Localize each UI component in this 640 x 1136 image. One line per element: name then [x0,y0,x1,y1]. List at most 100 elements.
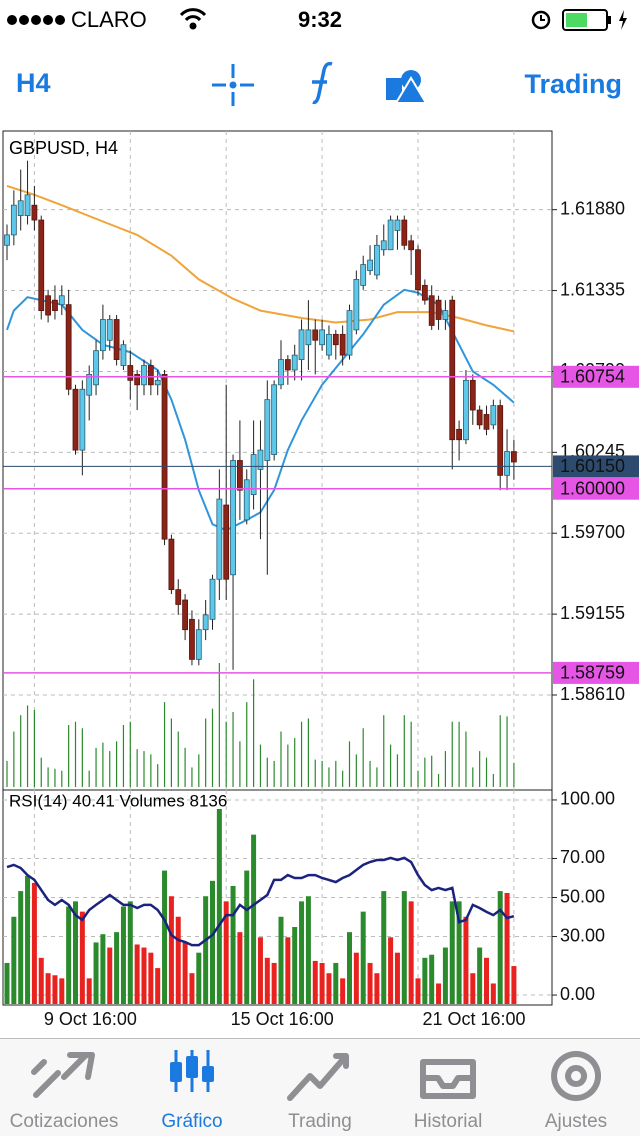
indicator-volume-bar [244,870,250,1004]
candle-body [147,365,154,386]
indicator-volume-bar [73,901,78,1004]
y-tick-label: 1.59700 [560,522,625,542]
candle-body [442,310,449,320]
indicator-volume-bar [340,978,346,1004]
indicator-volume-bar [264,957,270,1004]
battery-icon [562,9,627,31]
y-tick-label: 1.59155 [560,603,625,623]
indicator-volume-bar [45,973,51,1004]
indicator-volume-bar [107,947,113,1004]
candle-body [510,451,517,463]
tab-icon [551,1051,602,1101]
candle-body [469,379,476,411]
indicator-volume-bar [93,942,99,1004]
tab-label[interactable]: Trading [288,1111,352,1132]
y-tick-label: 100.00 [560,789,615,809]
indicator-volume-bar [408,901,414,1004]
level-label: 1.58759 [560,663,625,683]
level-label-bg [553,365,639,388]
trading-button[interactable]: Trading [524,69,622,99]
tab-icon-body [202,1066,214,1082]
chart-title: GBPUSD, H4 [9,138,118,158]
candle-body [394,219,401,231]
indicator-volume-bar [381,891,387,1004]
indicator-volume-bar [312,960,318,1004]
indicator-volume-bar [442,947,448,1004]
timeframe-button[interactable]: H4 [16,68,51,98]
x-tick-label: 15 Oct 16:00 [231,1009,334,1029]
tab-icon-body [170,1062,182,1082]
candle-body [353,279,360,331]
y-tick-label: 0.00 [560,984,595,1004]
indicator-volume-bar [497,891,503,1004]
candle-body [168,538,175,591]
candle-body [52,299,58,311]
indicator-title: RSI(14) 40.41 Volumes 8136 [9,791,227,810]
candle-body [120,344,127,366]
crosshair-button[interactable] [212,64,254,106]
candle-body [435,299,442,320]
level-label-bg [553,661,639,684]
candle-body [161,374,168,540]
candle-body [216,498,223,580]
candle-body [182,599,189,631]
candle-body [490,405,497,426]
candle-body [72,388,79,451]
candle-body [463,379,469,441]
indicator-volume-bar [394,952,400,1004]
indicator-volume-bar [223,901,229,1004]
tab-label[interactable]: Historial [414,1111,483,1132]
indicator-volume-bar [477,947,483,1004]
tab-label[interactable]: Ajustes [545,1111,607,1132]
y-tick-label: 30.00 [560,925,605,945]
candle-body [257,449,264,470]
indicator-volume-bar [305,896,311,1004]
indicator-volume-bar [456,901,462,1004]
indicator-volume-bar [25,875,31,1004]
indicators-button[interactable] [312,61,333,105]
indicator-volume-bar [59,978,65,1004]
chart-frame [2,130,553,1006]
candle-body [284,359,291,371]
indicator-volume-bar [189,973,195,1004]
tab-label[interactable]: Cotizaciones [10,1111,119,1132]
indicator-volume-bar [18,891,24,1004]
candle-body [10,204,17,236]
candle-body [93,350,99,386]
candle-body [326,333,332,356]
indicator-volume-bar [388,937,394,1004]
candle-body [380,240,387,251]
tab-label[interactable]: Gráfico [161,1111,222,1132]
y-tick-label: 1.61335 [560,279,625,299]
indicator-volume-bar [463,916,469,1004]
indicator-volume-bar [429,954,435,1004]
indicator-volume-bar [31,882,37,1004]
indicator-volume-bar [360,911,366,1004]
signal-dots [7,15,65,25]
indicator-volume-bar [511,966,517,1004]
candle-body [373,244,380,276]
indicator-volume-bar [374,973,380,1004]
candle-body [45,295,51,316]
indicator-volume-bar [422,957,428,1004]
indicator-volume-bar [210,880,215,1004]
indicator-volume-bar [100,934,106,1004]
indicator-volume-bar [175,916,181,1004]
candle-body [298,329,305,360]
tab-icon-body [186,1056,198,1078]
candle-body [305,329,312,346]
candle-body [291,354,298,371]
candle-body [100,319,106,352]
candle-body [476,409,483,426]
candle-body [127,365,134,381]
indicator-volume-bar [114,932,120,1004]
candle-body [504,451,510,476]
indicator-volume-bar [449,901,455,1004]
candle-body [31,204,38,221]
indicator-volume-bar [319,962,325,1004]
objects-button[interactable] [386,70,428,104]
candle-body [339,333,346,356]
indicator-volume-bar [292,927,298,1004]
tab-icon [287,1053,349,1101]
candle-body [86,374,93,396]
